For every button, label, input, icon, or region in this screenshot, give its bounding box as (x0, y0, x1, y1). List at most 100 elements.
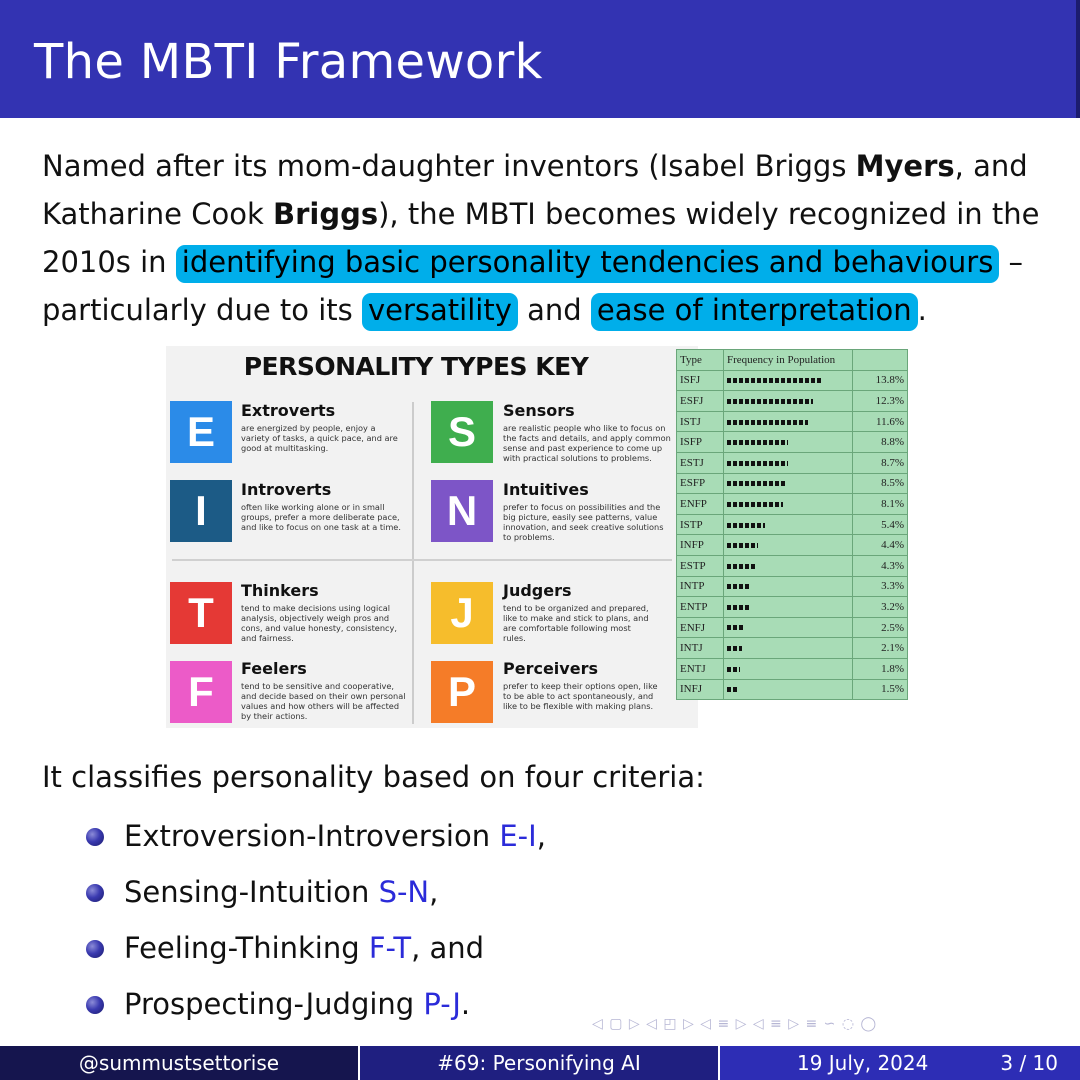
cell-percent: 12.3% (852, 390, 908, 412)
frequency-bar (727, 604, 749, 610)
criterion-suffix: , (429, 875, 439, 909)
criterion-label: Sensing-Intuition (124, 875, 379, 909)
cell-percent: 4.3% (852, 554, 908, 577)
intro-part: ), the MBTI becomes widely recognized in… (42, 197, 1040, 279)
list-item: Feeling-Thinking F-T, and (84, 924, 546, 980)
cell-type: INFP (676, 534, 724, 556)
cell-type: ESFJ (676, 390, 724, 412)
cell-percent: 2.1% (852, 637, 908, 659)
header-type: Type (676, 349, 724, 371)
frequency-bar (727, 522, 765, 528)
criterion-label: Prospecting-Judging (124, 987, 424, 1021)
footer-page-number: 3 / 10 (1000, 1051, 1058, 1075)
type-name-sensors: Sensors (503, 401, 575, 420)
cell-percent: 11.6% (852, 410, 908, 433)
frequency-bar (727, 419, 808, 425)
table-row: INFP 4.4% (676, 534, 908, 556)
cell-type: ESTP (676, 554, 724, 577)
tile-n: N (431, 480, 493, 542)
highlight-versatility: versatility (361, 293, 518, 331)
cell-type: ISTP (676, 513, 724, 536)
intro-part: . (917, 293, 927, 327)
table-row: ISTJ 11.6% (676, 410, 908, 433)
intro-part: , and Katharine Cook (42, 149, 1028, 231)
list-item: Extroversion-Introversion E-I, (84, 812, 546, 868)
bullet-icon (86, 996, 104, 1014)
cell-percent: 8.1% (852, 493, 908, 515)
intro-part: – particularly due to its (42, 245, 1024, 327)
cell-type: ISTJ (676, 410, 724, 433)
frequency-bar (727, 398, 813, 404)
table-row: ISFJ 13.8% (676, 369, 908, 392)
criterion-label: Extroversion-Introversion (124, 819, 500, 853)
type-name-thinkers: Thinkers (241, 581, 319, 600)
table-row: INTJ 2.1% (676, 637, 908, 659)
type-name-introverts: Introverts (241, 480, 332, 499)
footer-date: 19 July, 2024 (796, 1051, 929, 1075)
key-divider-vertical (412, 402, 414, 724)
frequency-bar (727, 460, 788, 466)
cell-frequency-bar (723, 410, 853, 433)
criterion-suffix: , and (411, 931, 485, 965)
cell-type: INFJ (676, 678, 724, 701)
bullet-icon (86, 828, 104, 846)
footer-talk: #69: Personifying AI (358, 1046, 718, 1080)
tile-j: J (431, 582, 493, 644)
cell-frequency-bar (723, 513, 853, 536)
intro-part: Named after its mom-daughter inventors (… (42, 149, 856, 183)
frequency-bar (727, 687, 737, 693)
type-desc-feelers: tend to be sensitive and cooperative, an… (241, 681, 406, 721)
cell-percent: 13.8% (852, 369, 908, 392)
cell-type: ENTJ (676, 657, 724, 680)
cell-type: ISFP (676, 431, 724, 453)
frequency-bar (727, 666, 740, 672)
table-body: ISFJ 13.8% ESFJ 12.3% ISTJ 11.6% ISFP 8.8% ESTJ 8… (676, 369, 908, 701)
mbti-figure: PERSONALITY TYPES KEY E Extroverts are e… (166, 346, 908, 728)
cell-percent: 1.5% (852, 678, 908, 701)
beamer-navigation-icons[interactable]: ◁ ▢ ▷ ◁ ◰ ▷ ◁ ≡ ▷ ◁ ≡ ▷ ≡ ∽ ◌ ◯ (592, 1016, 878, 1032)
frequency-bar (727, 440, 788, 446)
frequency-bar (727, 584, 750, 590)
type-name-judgers: Judgers (503, 581, 572, 600)
frequency-bar (727, 481, 786, 487)
list-item: Prospecting-Judging P-J. (84, 980, 546, 1036)
tile-p: P (431, 661, 493, 723)
cell-type: ESFP (676, 472, 724, 495)
footer-date-page: 19 July, 2024 3 / 10 (718, 1046, 1080, 1080)
highlight-interpretation: ease of interpretation (590, 293, 918, 331)
cell-frequency-bar (723, 596, 853, 618)
type-name-intuitives: Intuitives (503, 480, 589, 499)
tile-t: T (170, 582, 232, 644)
footer-talk-text: #69: Personifying AI (437, 1051, 641, 1075)
cell-type: ESTJ (676, 451, 724, 474)
criterion-code: E-I (499, 819, 537, 853)
key-divider-horizontal (172, 559, 672, 561)
intro-bold-briggs: Briggs (272, 197, 379, 231)
table-row: ENFP 8.1% (676, 493, 908, 515)
table-row: ENTJ 1.8% (676, 657, 908, 680)
type-name-extroverts: Extroverts (241, 401, 336, 420)
table-row: INFJ 1.5% (676, 678, 908, 701)
type-desc-thinkers: tend to make decisions using logical ana… (241, 603, 397, 643)
bullet-icon (86, 884, 104, 902)
cell-frequency-bar (723, 575, 853, 598)
intro-part: and (517, 293, 591, 327)
title-bar: The MBTI Framework (0, 0, 1080, 118)
frequency-table: Type Frequency in Population ISFJ 13.8% ES… (676, 349, 908, 701)
cell-type: ENTP (676, 596, 724, 618)
type-desc-judgers: tend to be organized and prepared, like … (503, 603, 649, 643)
type-name-feelers: Feelers (241, 659, 307, 678)
table-row: ISFP 8.8% (676, 431, 908, 453)
cell-percent: 8.8% (852, 431, 908, 453)
criterion-code: P-J (423, 987, 461, 1021)
cell-frequency-bar (723, 637, 853, 659)
footer-bar: @summustsettorise #69: Personifying AI 1… (0, 1046, 1080, 1080)
type-desc-introverts: often like working alone or in small gro… (241, 502, 401, 532)
cell-frequency-bar (723, 616, 853, 639)
highlight-identifying: identifying basic personality tendencies… (175, 245, 1000, 283)
criterion-code: S-N (378, 875, 430, 909)
cell-percent: 8.5% (852, 472, 908, 495)
frequency-bar (727, 378, 823, 384)
type-desc-intuitives: prefer to focus on possibilities and the… (503, 502, 664, 542)
cell-type: ENFP (676, 493, 724, 515)
